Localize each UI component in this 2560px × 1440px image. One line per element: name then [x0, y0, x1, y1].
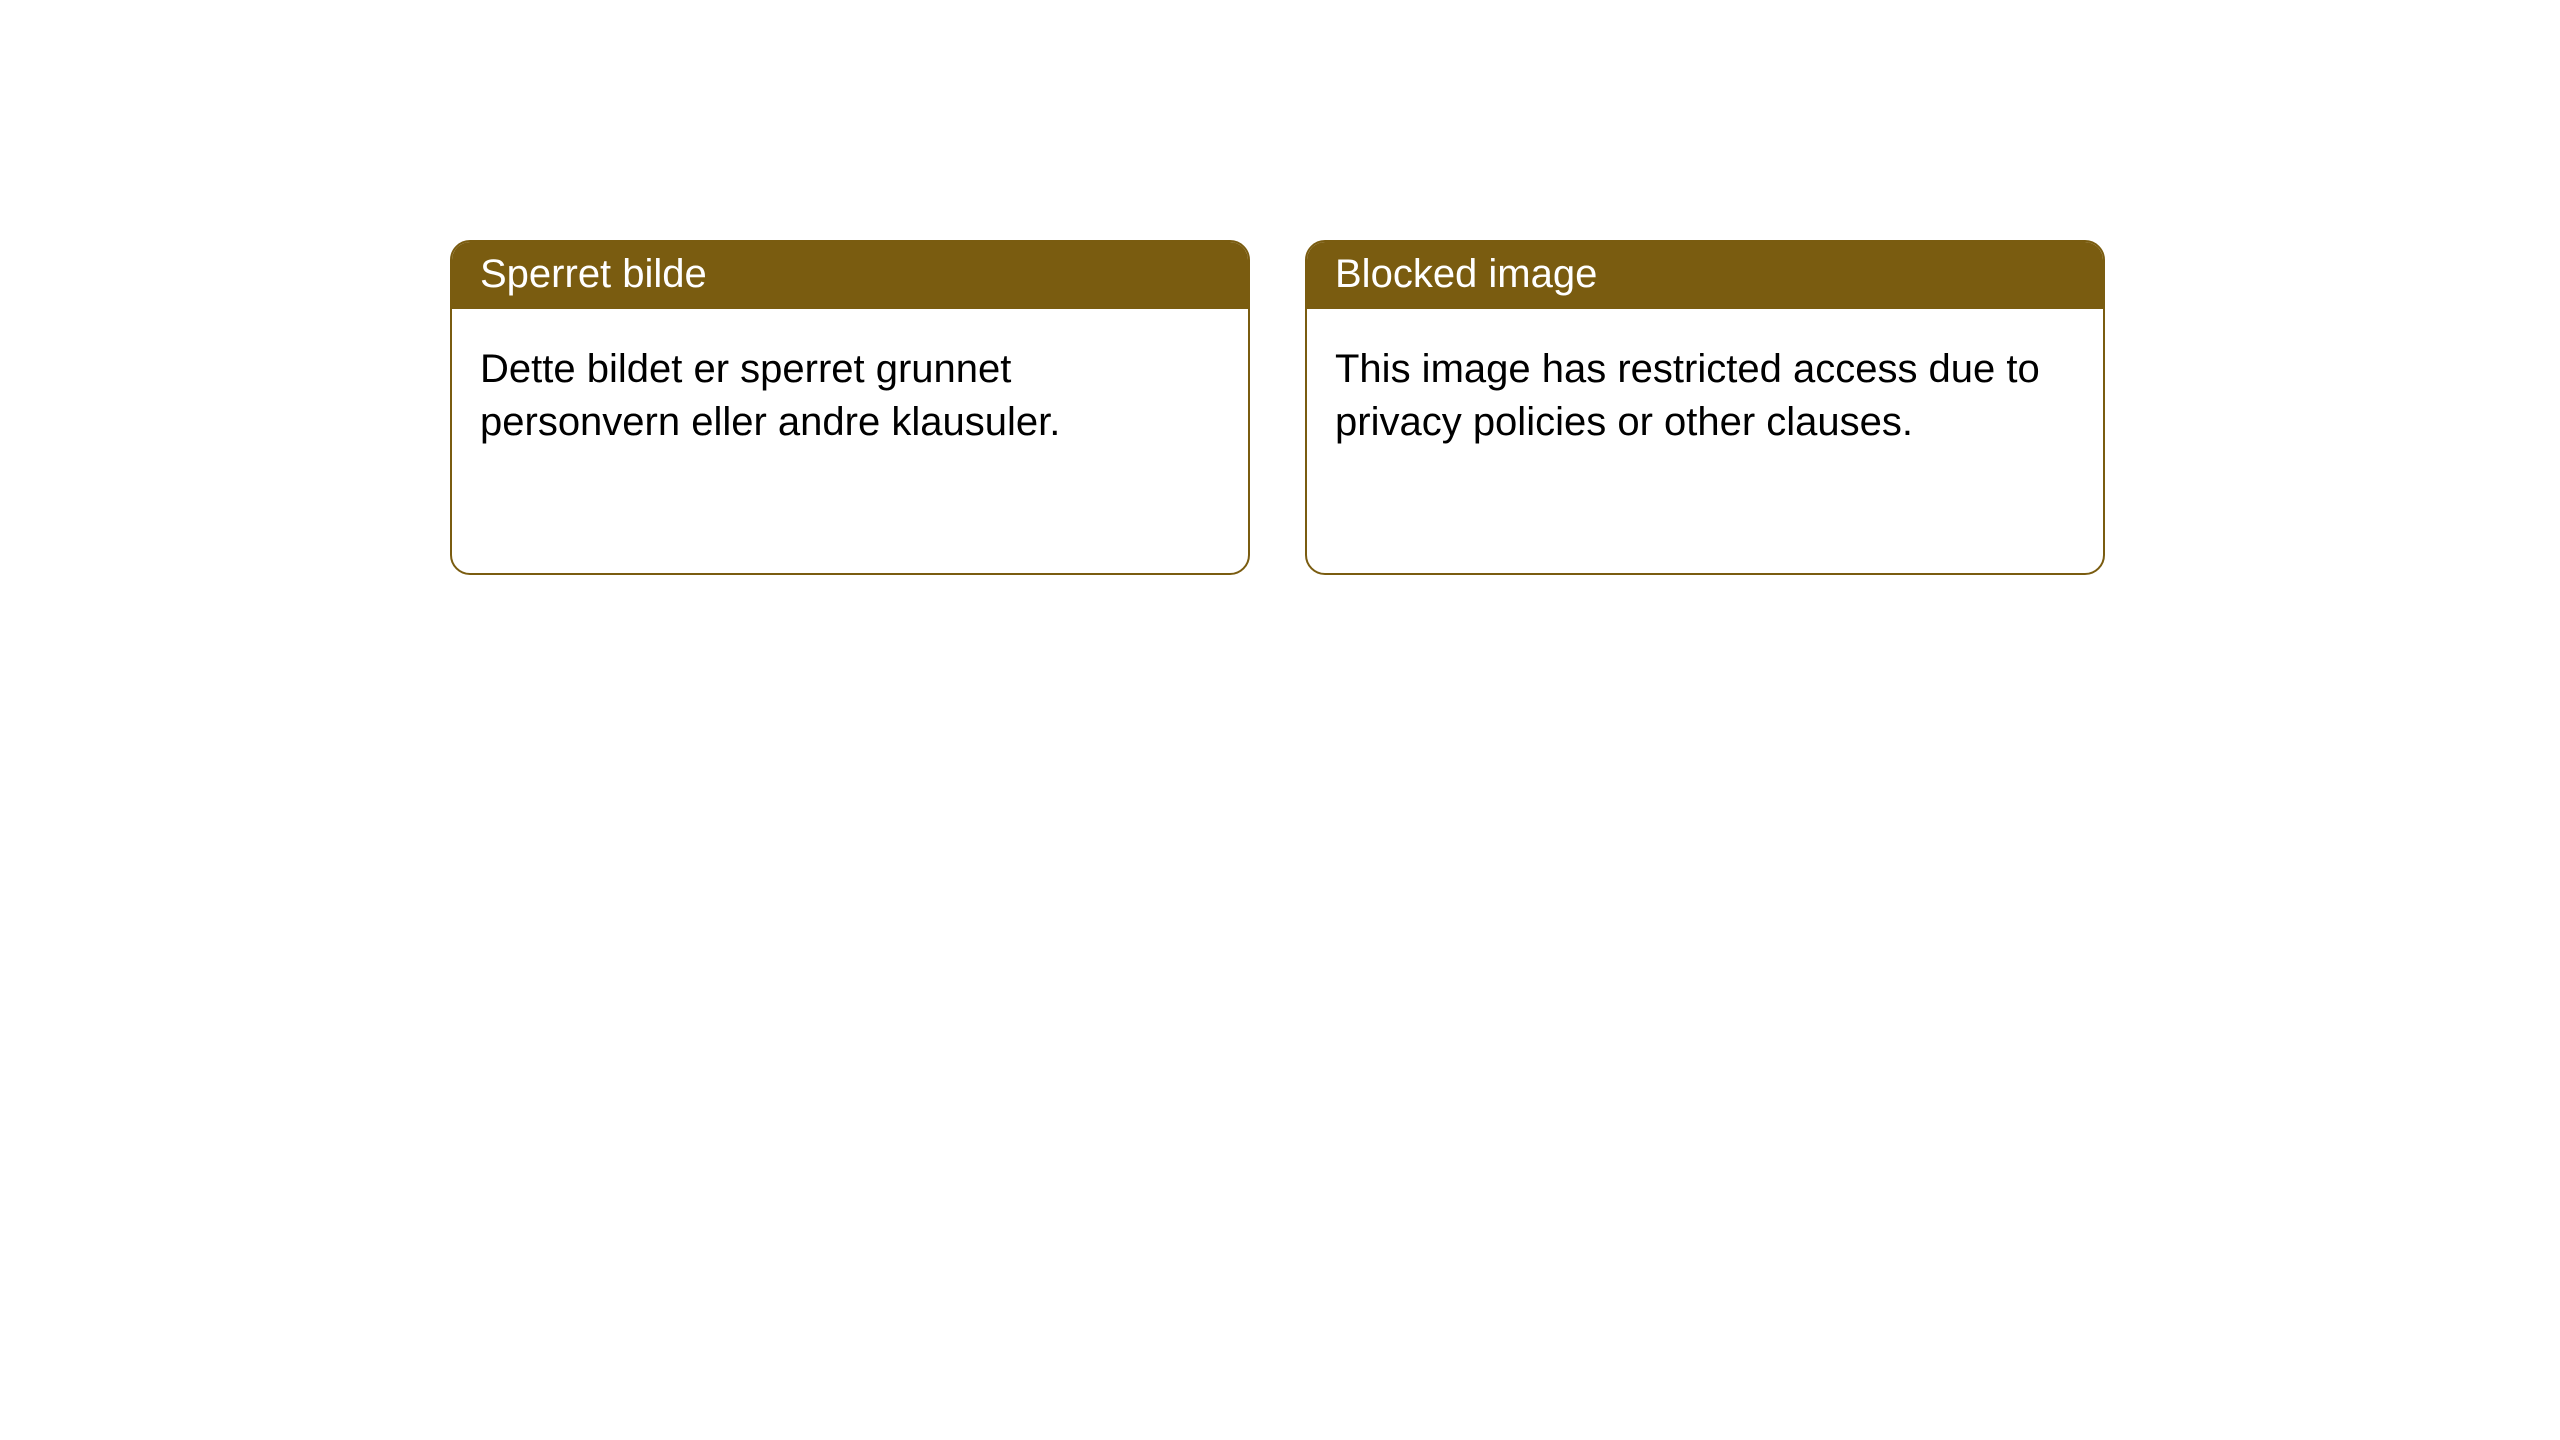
card-title-no: Sperret bilde — [480, 252, 707, 296]
card-title-en: Blocked image — [1335, 252, 1597, 296]
notice-cards-container: Sperret bilde Dette bildet er sperret gr… — [450, 240, 2105, 575]
card-body-no: Dette bildet er sperret grunnet personve… — [452, 309, 1248, 483]
card-header-no: Sperret bilde — [452, 242, 1248, 309]
card-text-no: Dette bildet er sperret grunnet personve… — [480, 347, 1060, 444]
blocked-image-card-no: Sperret bilde Dette bildet er sperret gr… — [450, 240, 1250, 575]
card-text-en: This image has restricted access due to … — [1335, 347, 2040, 444]
blocked-image-card-en: Blocked image This image has restricted … — [1305, 240, 2105, 575]
card-header-en: Blocked image — [1307, 242, 2103, 309]
card-body-en: This image has restricted access due to … — [1307, 309, 2103, 483]
